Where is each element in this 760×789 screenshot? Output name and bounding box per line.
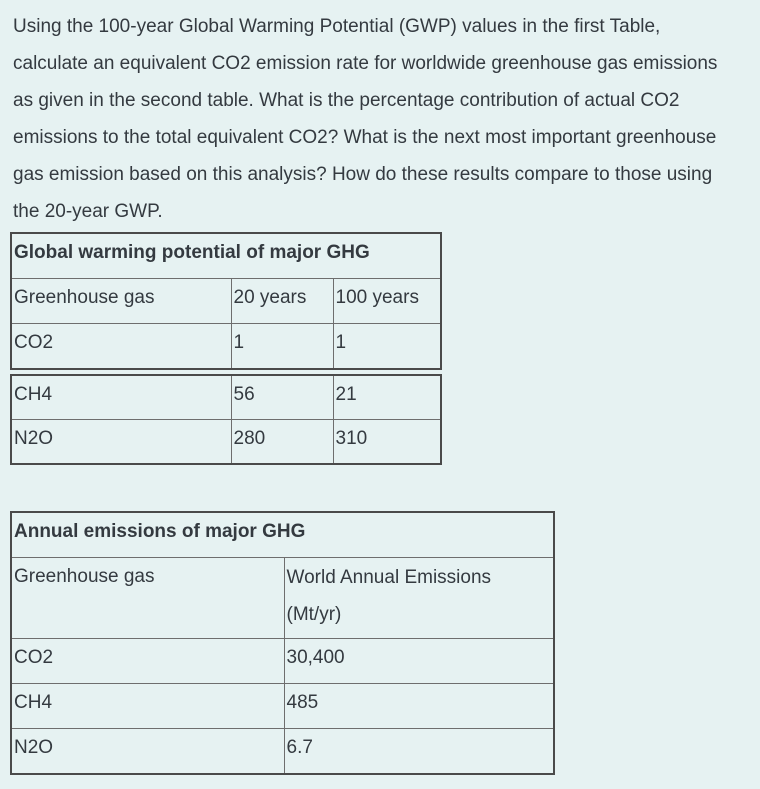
gwp-cell-n2o-20yr: 280 xyxy=(230,419,334,465)
emissions-table-title: Annual emissions of major GHG xyxy=(10,511,555,558)
gwp-cell-co2-name: CO2 xyxy=(10,323,232,370)
question-line: emissions to the total equivalent CO2? W… xyxy=(13,127,717,148)
emissions-header-world-annual: World Annual Emissions (Mt/yr) xyxy=(283,557,555,639)
gwp-table-continuation: CH4 56 21 N2O 280 310 xyxy=(10,374,442,465)
gwp-table-header-row: Greenhouse gas 20 years 100 years xyxy=(10,278,442,324)
gwp-cell-n2o-100yr: 310 xyxy=(332,419,442,465)
gwp-header-gas: Greenhouse gas xyxy=(10,278,232,324)
question-line: gas emission based on this analysis? How… xyxy=(13,164,713,185)
emissions-table: Annual emissions of major GHG Greenhouse… xyxy=(10,511,556,775)
table-row-n2o: N2O 6.7 xyxy=(10,728,555,775)
gwp-cell-ch4-100yr: 21 xyxy=(332,374,442,420)
emissions-cell-co2-value: 30,400 xyxy=(283,638,555,684)
question-line: the 20-year GWP. xyxy=(13,201,163,222)
gwp-table-title-row: Global warming potential of major GHG xyxy=(10,232,442,279)
table-row-ch4: CH4 485 xyxy=(10,683,555,729)
page: { "page": { "background_color": "#e6f2f2… xyxy=(0,8,760,789)
question-text: Using the 100-year Global Warming Potent… xyxy=(13,8,760,230)
emissions-header-gas: Greenhouse gas xyxy=(10,557,285,639)
table-row-ch4: CH4 56 21 xyxy=(10,374,442,420)
gwp-header-20-years: 20 years xyxy=(230,278,334,324)
gwp-cell-n2o-name: N2O xyxy=(10,419,232,465)
emissions-cell-n2o-name: N2O xyxy=(10,728,285,775)
emissions-header-line2: (Mt/yr) xyxy=(286,604,342,625)
emissions-cell-co2-name: CO2 xyxy=(10,638,285,684)
emissions-cell-ch4-value: 485 xyxy=(283,683,555,729)
table-row-n2o: N2O 280 310 xyxy=(10,419,442,465)
question-line: calculate an equivalent CO2 emission rat… xyxy=(13,53,718,74)
emissions-header-line1: World Annual Emissions xyxy=(286,567,492,588)
question-line: as given in the second table. What is th… xyxy=(13,90,680,111)
question-line: Using the 100-year Global Warming Potent… xyxy=(13,16,661,37)
gwp-cell-co2-100yr: 1 xyxy=(332,323,442,370)
gwp-table: Global warming potential of major GHG Gr… xyxy=(10,232,443,370)
emissions-cell-ch4-name: CH4 xyxy=(10,683,285,729)
emissions-table-title-row: Annual emissions of major GHG xyxy=(10,511,555,558)
gwp-cell-co2-20yr: 1 xyxy=(230,323,334,370)
table-row-co2: CO2 30,400 xyxy=(10,638,555,684)
gwp-table-title: Global warming potential of major GHG xyxy=(10,232,442,279)
emissions-table-header-row: Greenhouse gas World Annual Emissions (M… xyxy=(10,557,555,639)
emissions-cell-n2o-value: 6.7 xyxy=(283,728,555,775)
table-row-co2: CO2 1 1 xyxy=(10,323,442,370)
gwp-cell-ch4-20yr: 56 xyxy=(230,374,334,420)
gwp-cell-ch4-name: CH4 xyxy=(10,374,232,420)
gwp-header-100-years: 100 years xyxy=(332,278,442,324)
